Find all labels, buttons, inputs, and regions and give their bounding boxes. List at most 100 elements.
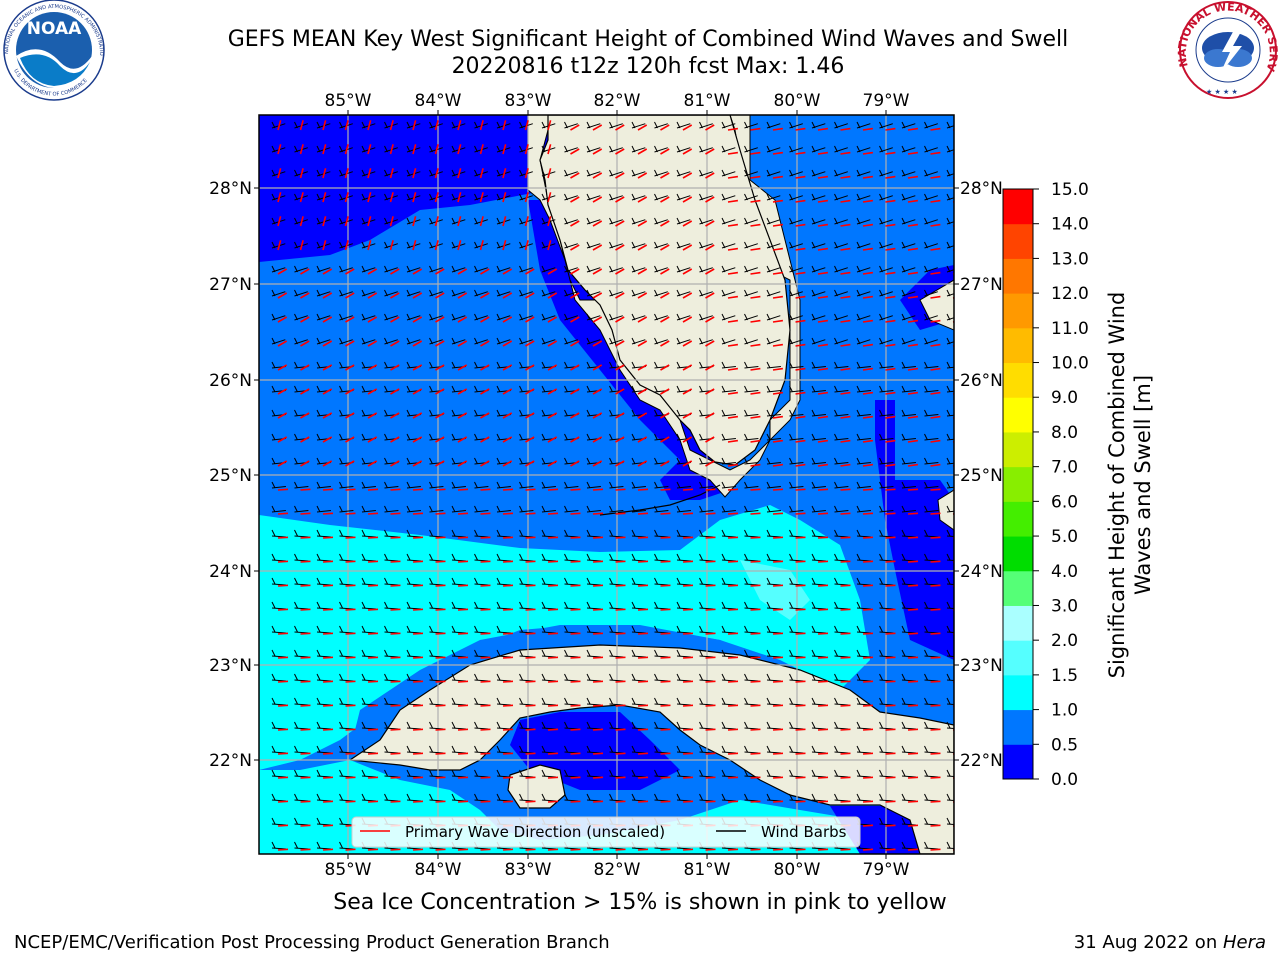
wave-direction-arrow bbox=[750, 488, 761, 491]
wind-barb bbox=[361, 313, 376, 321]
wind-barb bbox=[339, 337, 353, 345]
wave-direction-arrow bbox=[795, 199, 806, 203]
wave-direction-arrow bbox=[615, 488, 626, 491]
wind-barb bbox=[316, 481, 331, 489]
wave-direction-arrow bbox=[615, 436, 625, 443]
wave-direction-arrow bbox=[277, 584, 289, 587]
wave-direction-arrow bbox=[750, 439, 761, 443]
wave-direction-arrow bbox=[435, 412, 445, 419]
wave-direction-arrow bbox=[412, 340, 423, 347]
wave-direction-arrow bbox=[592, 316, 603, 323]
wave-direction-arrow bbox=[592, 680, 604, 683]
wave-direction-arrow bbox=[930, 536, 941, 539]
wave-direction-arrow bbox=[637, 148, 648, 155]
wave-direction-arrow bbox=[390, 752, 401, 755]
lon-label-top: 81°W bbox=[684, 91, 731, 111]
wave-direction-arrow bbox=[525, 800, 536, 803]
wind-barb bbox=[834, 385, 849, 393]
wave-direction-arrow bbox=[817, 584, 829, 587]
wave-direction-arrow bbox=[795, 439, 806, 443]
wind-barb bbox=[811, 361, 826, 369]
wave-direction-arrow bbox=[682, 488, 694, 491]
wave-direction-arrow bbox=[502, 316, 513, 323]
wave-direction-arrow bbox=[795, 728, 806, 731]
lat-label-right: 24°N bbox=[960, 562, 1003, 582]
wind-barb bbox=[789, 361, 804, 369]
wind-barb bbox=[946, 745, 954, 754]
wave-direction-arrow bbox=[795, 223, 806, 227]
wave-direction-arrow bbox=[637, 752, 649, 755]
wave-direction-arrow bbox=[705, 148, 715, 155]
wind-barb bbox=[564, 289, 578, 297]
wave-direction-arrow bbox=[524, 240, 529, 251]
wave-direction-arrow bbox=[457, 292, 468, 299]
wave-direction-arrow bbox=[727, 752, 739, 755]
wave-direction-arrow bbox=[390, 388, 400, 395]
wave-direction-arrow bbox=[367, 704, 379, 707]
wave-direction-arrow bbox=[502, 216, 507, 227]
wave-direction-arrow bbox=[750, 776, 761, 779]
wave-direction-arrow bbox=[637, 388, 648, 395]
wave-direction-arrow bbox=[299, 168, 304, 179]
wave-direction-arrow bbox=[795, 512, 806, 515]
wave-direction-arrow bbox=[840, 680, 851, 683]
wave-direction-arrow bbox=[435, 536, 446, 539]
wave-direction-arrow bbox=[772, 776, 784, 779]
wave-direction-arrow bbox=[817, 175, 829, 179]
wind-barb bbox=[564, 337, 578, 345]
wind-barb bbox=[924, 433, 939, 441]
wave-direction-arrow bbox=[637, 124, 648, 131]
wave-direction-arrow bbox=[547, 364, 558, 371]
wind-barb bbox=[294, 481, 309, 489]
wind-barb bbox=[721, 241, 736, 249]
wave-direction-arrow bbox=[885, 752, 896, 755]
wind-barb bbox=[811, 385, 826, 393]
wave-direction-arrow bbox=[300, 364, 310, 371]
wind-barb bbox=[766, 433, 781, 441]
wave-direction-arrow bbox=[300, 776, 311, 779]
wind-barb bbox=[586, 289, 601, 297]
wave-direction-arrow bbox=[637, 316, 648, 323]
wave-direction-arrow bbox=[727, 848, 739, 851]
wave-direction-arrow bbox=[480, 436, 490, 443]
wave-direction-arrow bbox=[817, 223, 829, 227]
wind-barb bbox=[811, 409, 826, 417]
wave-direction-arrow bbox=[412, 292, 423, 299]
wave-direction-arrow bbox=[795, 175, 806, 179]
wave-direction-arrow bbox=[502, 800, 514, 803]
wave-direction-arrow bbox=[345, 800, 356, 803]
wave-direction-arrow bbox=[435, 340, 445, 347]
wave-direction-arrow bbox=[277, 436, 288, 443]
wave-direction-arrow bbox=[412, 316, 423, 323]
wave-direction-arrow bbox=[795, 776, 806, 779]
wave-direction-arrow bbox=[682, 316, 693, 323]
wave-direction-arrow bbox=[682, 656, 694, 659]
wind-barb bbox=[924, 385, 939, 393]
wave-direction-arrow bbox=[750, 247, 761, 251]
wave-direction-arrow bbox=[772, 463, 784, 467]
colorbar-tick-label: 1.0 bbox=[1051, 701, 1078, 721]
wave-direction-arrow bbox=[885, 536, 896, 539]
wave-direction-arrow bbox=[660, 196, 670, 203]
wave-direction-arrow bbox=[547, 412, 558, 419]
wind-barb bbox=[586, 313, 601, 321]
colorbar-frame bbox=[1002, 188, 1034, 780]
wave-direction-arrow bbox=[682, 704, 694, 707]
wind-barb bbox=[406, 265, 421, 273]
wind-barb bbox=[609, 337, 623, 345]
wave-direction-arrow bbox=[457, 120, 462, 131]
wave-direction-arrow bbox=[885, 776, 896, 779]
wave-direction-arrow bbox=[277, 752, 289, 755]
wave-direction-arrow bbox=[277, 460, 288, 467]
wind-barb bbox=[519, 337, 533, 345]
wave-direction-arrow bbox=[660, 412, 670, 419]
wave-direction-arrow bbox=[772, 127, 784, 131]
wave-direction-arrow bbox=[705, 340, 715, 347]
wave-direction-arrow bbox=[435, 512, 446, 515]
wave-direction-arrow bbox=[570, 196, 580, 203]
wave-direction-arrow bbox=[412, 656, 424, 659]
wave-direction-arrow bbox=[592, 632, 604, 635]
wave-direction-arrow bbox=[750, 199, 761, 203]
wave-direction-arrow bbox=[570, 268, 580, 275]
wave-direction-arrow bbox=[750, 536, 761, 539]
